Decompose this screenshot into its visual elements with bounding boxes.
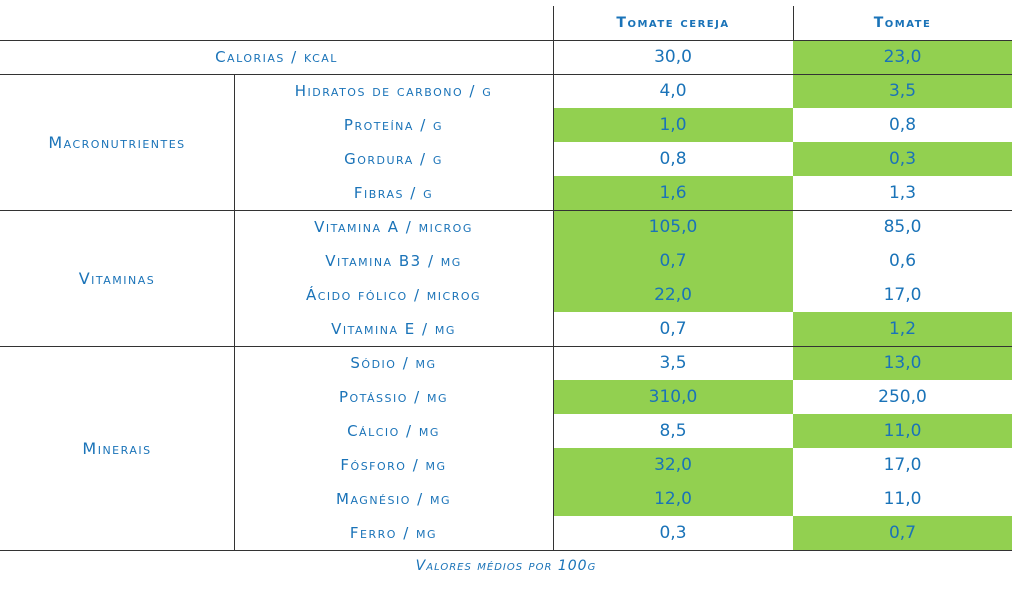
divider (553, 6, 554, 550)
row-label: Ferro / mg (349, 524, 438, 542)
value-tomate-cereja: 32,0 (553, 448, 793, 482)
table-row: Ácido fólico / microg 22,0 17,0 (0, 278, 1012, 312)
table-row: Vitamina B3 / mg 0,7 0,6 (0, 244, 1012, 278)
table-row: Vitamina A / microg 105,0 85,0 (0, 210, 1012, 244)
value-tomate-cereja: 1,0 (553, 108, 793, 142)
row-label: Ácido fólico / microg (305, 286, 482, 304)
row-label: Vitamina A / microg (314, 218, 473, 236)
row-label: Hidratos de carbono / g (294, 82, 493, 100)
value-tomate-cereja: 4,0 (659, 81, 687, 101)
row-label: Potássio / mg (338, 388, 449, 406)
value-tomate-cereja: 8,5 (659, 421, 687, 441)
value-tomate: 17,0 (883, 455, 922, 475)
value-tomate: 0,7 (793, 516, 1012, 550)
value-tomate: 0,6 (888, 251, 917, 271)
value-tomate-cereja: 12,0 (553, 482, 793, 516)
table-row: Calorias / kcal 30,0 23,0 (0, 40, 1012, 74)
table-row: Ferro / mg 0,3 0,7 (0, 516, 1012, 550)
value-tomate: 0,3 (793, 142, 1012, 176)
value-tomate: 11,0 (793, 414, 1012, 448)
divider (234, 74, 235, 550)
value-tomate-cereja: 30,0 (654, 47, 692, 67)
row-label: Fósforo / mg (340, 456, 447, 474)
divider (793, 6, 794, 40)
value-tomate: 85,0 (883, 217, 922, 237)
row-label: Magnésio / mg (336, 490, 451, 508)
value-tomate: 17,0 (883, 285, 922, 305)
value-tomate: 11,0 (883, 489, 922, 509)
divider (0, 346, 1012, 347)
row-label: Vitamina B3 / mg (325, 252, 462, 270)
table-row: Potássio / mg 310,0 250,0 (0, 380, 1012, 414)
row-label: Gordura / g (344, 150, 443, 168)
value-tomate-cereja: 105,0 (553, 210, 793, 244)
group-label: Macronutrientes (48, 132, 186, 152)
table-row: Fósforo / mg 32,0 17,0 (0, 448, 1012, 482)
table-caption: Valores médios por 100g (415, 558, 597, 574)
row-label: Proteína / g (343, 116, 444, 134)
row-label: Cálcio / mg (347, 422, 440, 440)
value-tomate-cereja: 1,6 (553, 176, 793, 210)
row-label: Fibras / g (353, 184, 434, 202)
value-tomate-cereja: 3,5 (659, 353, 687, 373)
value-tomate-cereja: 0,3 (659, 523, 687, 543)
value-tomate: 3,5 (793, 74, 1012, 108)
value-tomate-cereja: 22,0 (553, 278, 793, 312)
header-row: Tomate cereja Tomate (0, 6, 1012, 40)
divider (0, 74, 1012, 75)
value-tomate-cereja: 310,0 (553, 380, 793, 414)
value-tomate: 1,3 (888, 183, 917, 203)
divider (0, 550, 1012, 551)
value-tomate: 250,0 (878, 387, 927, 407)
divider (0, 210, 1012, 211)
divider (0, 40, 1012, 41)
row-label: Sódio / mg (350, 354, 437, 372)
group-label: Minerais (82, 438, 152, 458)
table-row: Hidratos de carbono / g 4,0 3,5 (0, 74, 1012, 108)
value-tomate: 23,0 (793, 40, 1012, 74)
value-tomate: 1,2 (793, 312, 1012, 346)
table-row: Gordura / g 0,8 0,3 (0, 142, 1012, 176)
value-tomate-cereja: 0,7 (553, 244, 793, 278)
table-row: Sódio / mg 3,5 13,0 (0, 346, 1012, 380)
value-tomate: 0,8 (888, 115, 917, 135)
group-label: Vitaminas (78, 268, 156, 288)
table-row: Vitamina E / mg 0,7 1,2 (0, 312, 1012, 346)
row-label: Vitamina E / mg (331, 320, 456, 338)
table-row: Cálcio / mg 8,5 11,0 (0, 414, 1012, 448)
value-tomate-cereja: 0,7 (659, 319, 687, 339)
value-tomate: 13,0 (793, 346, 1012, 380)
column-header-tomate-cereja: Tomate cereja (616, 15, 730, 31)
table-row: Proteína / g 1,0 0,8 (0, 108, 1012, 142)
value-tomate-cereja: 0,8 (659, 149, 687, 169)
column-header-tomate: Tomate (873, 15, 932, 31)
table-row: Magnésio / mg 12,0 11,0 (0, 482, 1012, 516)
table-row: Fibras / g 1,6 1,3 (0, 176, 1012, 210)
row-label: Calorias / kcal (215, 48, 338, 66)
